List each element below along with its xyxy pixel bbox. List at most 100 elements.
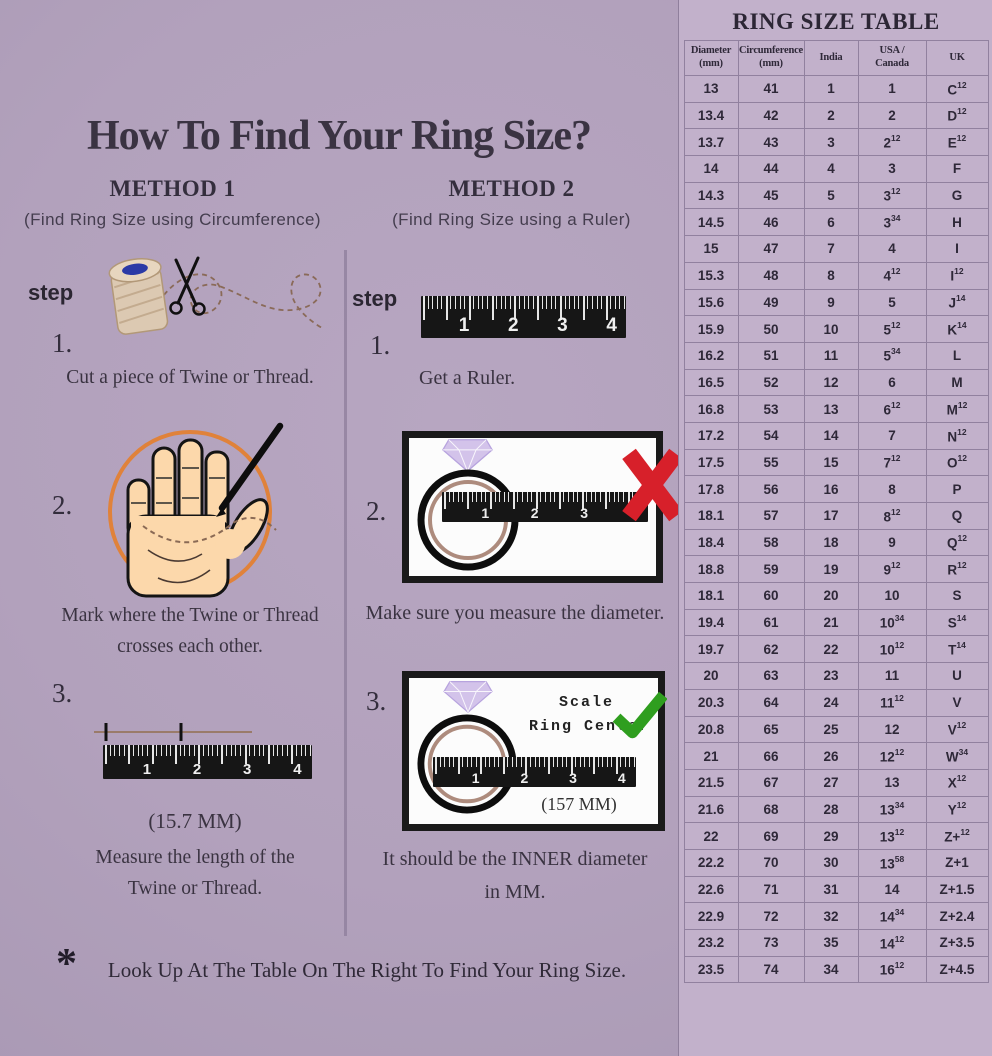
ruler-tick [539,757,541,767]
ruler-tick [133,745,135,756]
table-cell: 17.2 [683,421,739,450]
ruler-tick [165,745,167,756]
method1-step3-number: 3. [52,678,73,708]
ruler-tick [563,492,565,502]
table-cell: Z+1.5 [925,875,989,904]
table-cell: X12 [925,768,989,797]
table-cell: 14 [683,155,739,183]
caption-line: Twine or Thread. [127,878,263,899]
ruler-tick [170,745,172,756]
method2-step2-number: 2. [366,496,387,526]
ruler-tick [493,757,495,767]
column-header: UK [925,40,989,76]
table-cell: 61 [737,608,805,637]
table-row: 15.6 49 9 5 J14 [683,288,989,317]
ruler-icon: 1 2 3 4 [433,757,636,787]
ruler-tick [597,757,599,767]
table-cell: 22 [683,822,739,850]
table-cell: 10 [857,582,927,610]
table-cell: D12 [925,101,989,130]
scissors-icon [169,256,206,316]
caption-line: crosses each other. [117,636,263,657]
table-cell: 12 [857,715,927,744]
table-row: 13.4 42 2 2 D12 [683,101,989,130]
ruler-tick [128,745,131,765]
ruler-tick [207,745,209,756]
table-cell: 4 [857,235,927,263]
check-icon [612,691,667,739]
table-cell: 23.5 [683,955,739,984]
table-cell: Z+3.5 [925,929,989,957]
ruler-tick [184,745,186,756]
diamond-icon [443,681,493,713]
ruler-tick [258,745,260,756]
method1-subheading: (Find Ring Size using Circumference) [24,210,321,229]
table-cell: 63 [737,662,805,690]
table-cell: 10 [803,315,859,343]
table-cell: 55 [737,448,805,477]
ruler-tick [569,296,571,310]
column-divider [344,250,347,936]
ruler-tick [485,492,487,502]
ring-size-table-header: Diameter (mm) Circumference (mm) India USA / C… [683,40,989,76]
ruler-tick [476,492,478,502]
table-cell: 12 [803,368,859,397]
ruler-tick [467,492,469,509]
ruler-tick [540,492,542,502]
ruler-tick [581,492,584,509]
ruler-tick [514,296,517,320]
table-cell: 31 [803,875,859,904]
ruler-tick [216,745,218,756]
table-row: 19.4 61 21 1034 S14 [683,608,989,637]
column-header: India [803,40,859,76]
ruler-icon: 1 2 3 4 [103,745,312,779]
table-cell: 22.9 [683,902,739,930]
ruler-tick [105,745,108,765]
table-cell: 712 [857,448,927,477]
table-row: 15 47 7 4 I [683,235,989,263]
ruler-tick [484,757,486,767]
table-cell: 27 [803,768,859,797]
ruler-tick [582,296,585,320]
ruler-tick [503,492,505,502]
table-cell: 20 [683,662,739,690]
caption-line: It should be the INNER diameter [382,848,648,870]
table-cell: V12 [925,715,989,744]
ruler-tick [516,757,518,767]
table-cell: 13 [683,75,739,103]
table-cell: V [925,688,989,717]
table-row: 16.2 51 11 534 L [683,341,989,370]
table-cell: 44 [737,155,805,183]
table-title: RING SIZE TABLE [732,9,940,34]
ruler-tick [480,757,483,774]
table-cell: 69 [737,822,805,850]
table-cell: 29 [803,822,859,850]
table-cell: 13.4 [683,101,739,130]
ruler-tick [606,757,608,767]
table-cell: 56 [737,475,805,503]
ruler-tick [212,745,214,756]
table-cell: 534 [857,341,927,370]
table-cell: 15 [683,235,739,263]
table-cell: 15.6 [683,288,739,317]
ruler-tick [494,492,496,502]
ruler-tick [466,757,468,767]
ruler-tick [560,296,563,320]
ruler-tick [221,745,224,765]
ruler-tick [156,745,158,756]
ruler-tick [509,296,511,310]
ruler-tick [526,492,528,502]
table-cell: 60 [737,582,805,610]
table-cell: 6 [803,208,859,237]
ruler-tick [137,745,139,756]
table-cell: 25 [803,715,859,744]
ruler-tick [548,757,551,774]
table-cell: 6 [857,368,927,397]
table-cell: 20 [803,582,859,610]
table-row: 23.2 73 35 1412 Z+3.5 [683,929,989,957]
table-cell: 912 [857,555,927,584]
table-cell: 15 [803,448,859,477]
method1-step-label: step [28,280,74,305]
column-header: Circumference (mm) [737,40,805,76]
